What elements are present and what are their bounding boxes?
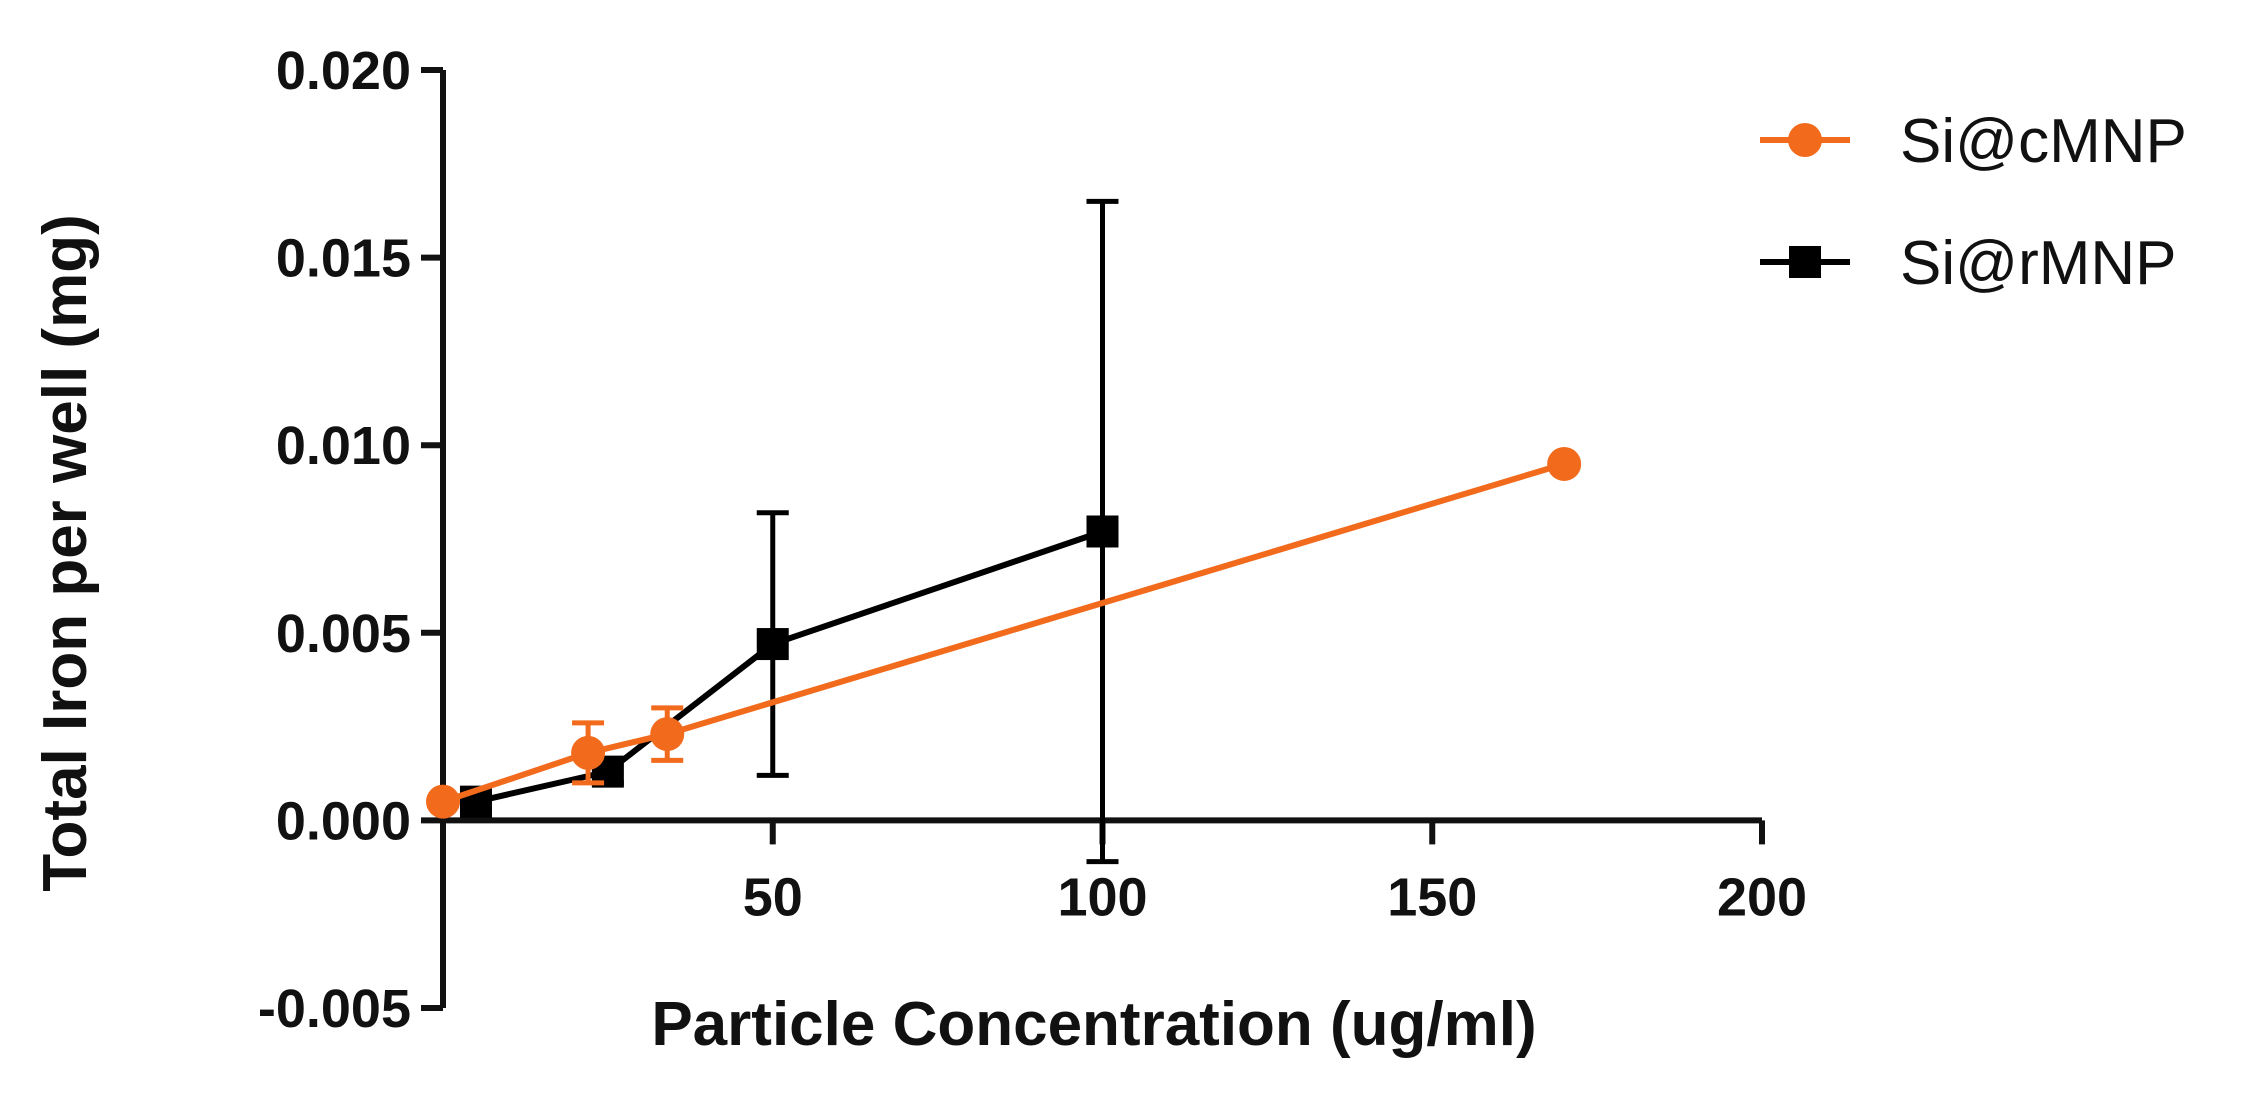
series-line	[475, 528, 1104, 805]
plot-area: -0.005 0.000 0.005 0.010 0.015 0.020 50 100 150 2…	[258, 41, 1807, 1039]
y-tick-label: -0.005	[258, 979, 411, 1039]
y-tick-label: 0.015	[276, 229, 411, 289]
x-tick-label: 200	[1717, 867, 1807, 927]
y-tick-label: 0.000	[276, 791, 411, 851]
y-tick-label: 0.010	[276, 416, 411, 476]
data-point	[571, 735, 606, 770]
x-axis-title: Particle Concentration (ug/ml)	[651, 990, 1536, 1059]
data-point	[1547, 446, 1582, 481]
series-si-cmnp	[426, 446, 1582, 819]
y-tick-label: 0.005	[276, 604, 411, 664]
y-tick-label: 0.020	[276, 41, 411, 101]
legend-item: Si@rMNP	[1760, 229, 2177, 298]
legend-swatch-marker	[1788, 123, 1822, 157]
x-tick-label: 50	[743, 867, 803, 927]
x-tick-label: 100	[1057, 867, 1147, 927]
legend: Si@cMNP Si@rMNP	[1760, 107, 2187, 298]
y-axis-title: Total Iron per well (mg)	[31, 214, 100, 891]
legend-label: Si@rMNP	[1900, 229, 2177, 298]
legend-label: Si@cMNP	[1900, 107, 2187, 176]
data-point	[756, 628, 789, 661]
data-point	[1086, 515, 1119, 548]
data-point	[650, 717, 685, 752]
legend-item: Si@cMNP	[1760, 107, 2187, 176]
data-point	[426, 784, 460, 819]
series-line	[442, 461, 1566, 805]
series-layer	[426, 198, 1582, 865]
legend-swatch-marker	[1789, 246, 1821, 278]
x-tick-label: 150	[1387, 867, 1477, 927]
